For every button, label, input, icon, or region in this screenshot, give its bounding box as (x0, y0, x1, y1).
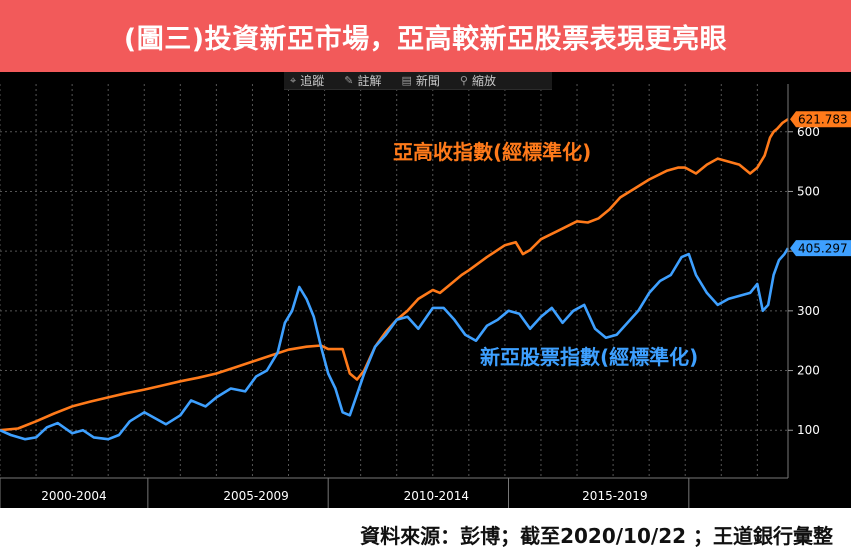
series-line-1 (0, 118, 789, 432)
zoom-button[interactable]: ⚲ 縮放 (460, 72, 496, 89)
y-tick-label: 100 (797, 423, 820, 437)
x-tick-label: 2010-2014 (404, 489, 469, 503)
source-note: 資料來源：彭博；截至2020/10/22 ；王道銀行彙整 (360, 523, 833, 548)
series-layer: 亞高收指數(經標準化) 新亞股票指數(經標準化) (0, 118, 790, 441)
series-label-1: 亞高收指數(經標準化) (393, 140, 591, 164)
track-button[interactable]: ⌖ 追蹤 (290, 72, 324, 89)
zoom-icon: ⚲ (459, 74, 468, 87)
pencil-icon: ✎ (344, 74, 354, 87)
x-tick-label: 2000-2004 (41, 489, 106, 503)
annotate-label: 註解 (357, 74, 382, 88)
x-tick-label: 2015-2019 (582, 489, 647, 503)
zoom-label: 縮放 (471, 74, 496, 88)
series-label-2: 新亞股票指數(經標準化) (480, 345, 698, 369)
track-label: 追蹤 (300, 74, 325, 88)
series-line-2 (0, 247, 790, 441)
line-chart: 亞高收指數(經標準化) 新亞股票指數(經標準化) 2000-2004 2005-20… (0, 84, 851, 508)
news-label: 新聞 (415, 74, 440, 88)
crosshair-icon: ⌖ (290, 73, 297, 87)
page-title: (圖三)投資新亞市場，亞高較新亞股票表現更亮眼 (0, 0, 851, 72)
y-tick-label: 300 (797, 304, 820, 318)
axis-layer: 2000-2004 2005-2009 2010-2014 2015-2019 100 2… (0, 84, 851, 508)
annotate-button[interactable]: ✎ 註解 (344, 72, 381, 89)
news-icon: ▤ (401, 74, 412, 87)
last-value-label-2: 405.297 (798, 242, 848, 256)
chart-panel: 亞高收指數(經標準化) 新亞股票指數(經標準化) 2000-2004 2005-20… (0, 72, 851, 508)
last-value-tag-2 (790, 240, 851, 257)
news-button[interactable]: ▤ 新聞 (401, 72, 439, 89)
x-tick-label: 2005-2009 (223, 489, 288, 503)
last-value-tag-1 (790, 111, 851, 128)
chart-toolbar: ⌖ 追蹤 ✎ 註解 ▤ 新聞 ⚲ 縮放 (284, 72, 552, 90)
grid-layer (0, 84, 788, 478)
y-tick-label: 500 (797, 184, 820, 198)
y-tick-label: 600 (797, 125, 820, 139)
last-value-label-1: 621.783 (798, 113, 848, 127)
y-tick-label: 200 (797, 364, 820, 378)
